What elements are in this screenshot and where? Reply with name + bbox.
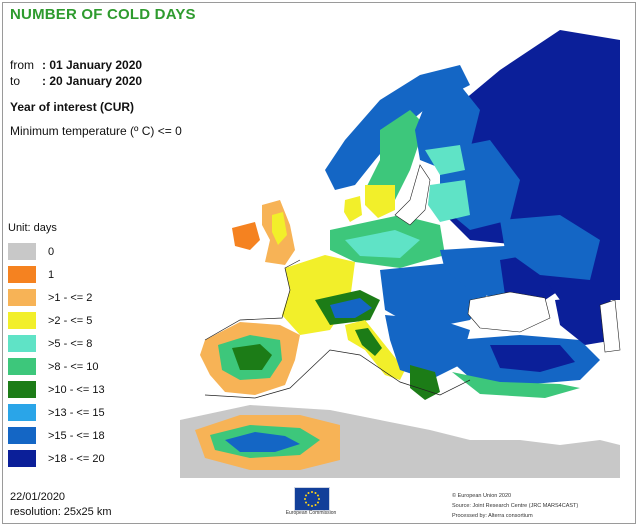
legend-swatch xyxy=(8,243,36,260)
legend-label: >5 - <= 8 xyxy=(48,337,93,350)
legend-item: >5 - <= 8 xyxy=(8,332,105,355)
legend-swatch xyxy=(8,381,36,398)
legend-label: 0 xyxy=(48,245,55,258)
sweden-south xyxy=(365,185,395,218)
balkans xyxy=(385,315,470,380)
legend-swatch xyxy=(8,358,36,375)
legend-item: >10 - <= 13 xyxy=(8,378,105,401)
britain-uplands xyxy=(272,212,287,245)
from-label: from xyxy=(10,58,34,72)
legend-swatch xyxy=(8,450,36,467)
credits: © European Union 2020 Source: Joint Rese… xyxy=(452,491,578,521)
map-frame xyxy=(2,2,636,524)
finland xyxy=(415,85,480,170)
legend-label: >15 - <= 18 xyxy=(48,429,105,442)
legend-label: >8 - <= 10 xyxy=(48,360,99,373)
legend-item: >2 - <= 5 xyxy=(8,309,105,332)
legend-label: >2 - <= 5 xyxy=(48,314,93,327)
alps-peaks xyxy=(330,298,372,318)
legend-label: >10 - <= 13 xyxy=(48,383,105,396)
mediterranean-coast-line xyxy=(204,349,471,399)
greece xyxy=(410,365,440,400)
legend-swatch xyxy=(8,266,36,283)
legend-label: >13 - <= 15 xyxy=(48,406,105,419)
germany-central xyxy=(345,230,420,258)
credit-processed: Processed by: Alterra consortium xyxy=(452,513,533,519)
period-to: to : 20 January 2020 xyxy=(10,74,142,88)
legend-item: >1 - <= 2 xyxy=(8,286,105,309)
caspian-sea xyxy=(599,299,621,353)
baltic-sea xyxy=(394,164,431,226)
anatolian-plateau xyxy=(490,345,575,372)
eu-flag-icon xyxy=(294,487,330,511)
legend-item: >13 - <= 15 xyxy=(8,401,105,424)
legend-swatch xyxy=(8,312,36,329)
legend-item: 1 xyxy=(8,263,105,286)
year-of-interest: Year of interest (CUR) xyxy=(10,100,135,114)
temperature-threshold: Minimum temperature (º C) <= 0 xyxy=(10,124,182,138)
eu-caption: European Commission xyxy=(285,510,337,516)
legend-item: 0 xyxy=(8,240,105,263)
legend-swatch xyxy=(8,404,36,421)
atlantic-coast-line xyxy=(204,259,301,341)
legend-swatch xyxy=(8,289,36,306)
legend-unit: Unit: days xyxy=(8,222,57,234)
denmark xyxy=(344,196,362,222)
legend: Unit: days 0 1 >1 - <= 2 >2 - <= 5 >5 - … xyxy=(8,222,105,470)
baltic-states xyxy=(428,180,470,222)
issue-date: 22/01/2020 xyxy=(10,491,66,503)
legend-item: >15 - <= 18 xyxy=(8,424,105,447)
legend-item: >18 - <= 20 xyxy=(8,447,105,470)
credit-source: Source: Joint Research Centre (JRC MARS4… xyxy=(452,503,579,509)
atlas-mountains xyxy=(225,432,300,452)
resolution: resolution: 25x25 km xyxy=(10,506,112,518)
legend-label: 1 xyxy=(48,268,55,281)
legend-label: >1 - <= 2 xyxy=(48,291,93,304)
ireland xyxy=(232,222,260,250)
legend-swatch xyxy=(8,335,36,352)
iberia-meseta xyxy=(232,344,272,370)
map-title: NUMBER OF COLD DAYS xyxy=(10,6,196,23)
legend-item: >8 - <= 10 xyxy=(8,355,105,378)
apennines xyxy=(355,328,382,356)
legend-label: >18 - <= 20 xyxy=(48,452,105,465)
credit-copyright: © European Union 2020 xyxy=(452,493,512,499)
legend-swatch xyxy=(8,427,36,444)
black-sea xyxy=(467,291,551,333)
finland-south xyxy=(425,145,465,175)
to-value: : 20 January 2020 xyxy=(42,74,143,88)
russia-south-band xyxy=(500,215,600,280)
period-from: from : 01 January 2020 xyxy=(10,58,142,72)
from-value: : 01 January 2020 xyxy=(42,58,143,72)
to-label: to xyxy=(10,74,21,88)
turkey-coast xyxy=(452,372,580,398)
eu-logo: European Commission xyxy=(282,487,340,521)
